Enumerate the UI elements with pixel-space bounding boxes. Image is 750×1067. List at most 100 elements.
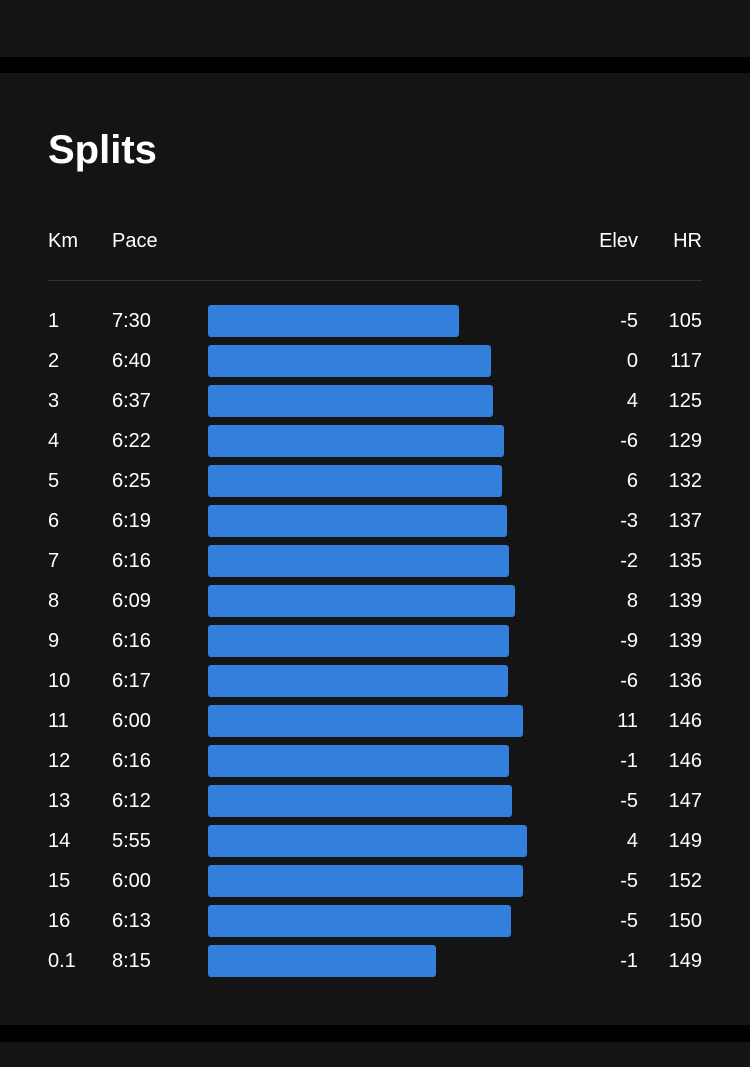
- split-pace: 6:19: [112, 510, 151, 532]
- split-elev: -5: [620, 870, 638, 892]
- split-km: 4: [48, 430, 60, 452]
- top-strip: [0, 0, 750, 57]
- split-km: 6: [48, 510, 60, 532]
- split-pace: 8:15: [112, 950, 151, 972]
- split-elev: 0: [626, 350, 638, 372]
- split-elev: -5: [620, 790, 638, 812]
- split-row: 13 6:12 -5 147: [0, 785, 750, 825]
- split-km: 7: [48, 550, 60, 572]
- split-km: 12: [48, 750, 71, 772]
- pace-bar: [208, 305, 459, 337]
- split-hr: 125: [668, 390, 702, 412]
- split-pace: 6:16: [112, 750, 151, 772]
- split-elev: -9: [620, 630, 638, 652]
- split-pace: 6:00: [112, 870, 151, 892]
- split-km: 8: [48, 590, 60, 612]
- split-elev: 11: [617, 710, 638, 732]
- split-elev: 4: [626, 390, 638, 412]
- split-km: 14: [48, 830, 71, 852]
- split-row: 7 6:16 -2 135: [0, 545, 750, 585]
- split-elev: 6: [626, 470, 638, 492]
- split-hr: 150: [668, 910, 702, 932]
- split-km: 1: [48, 310, 60, 332]
- split-km: 13: [48, 790, 71, 812]
- split-row: 10 6:17 -6 136: [0, 665, 750, 705]
- column-header-pace: Pace: [112, 230, 158, 252]
- split-elev: -5: [620, 910, 638, 932]
- split-hr: 146: [668, 710, 702, 732]
- split-row: 12 6:16 -1 146: [0, 745, 750, 785]
- split-row: 2 6:40 0 117: [0, 345, 750, 385]
- split-pace: 6:17: [112, 670, 151, 692]
- column-header-hr: HR: [673, 230, 702, 252]
- pace-bar: [208, 465, 502, 497]
- split-hr: 129: [668, 430, 702, 452]
- split-pace: 6:16: [112, 550, 151, 572]
- split-pace: 6:16: [112, 630, 151, 652]
- bottom-strip: [0, 1042, 750, 1067]
- split-hr: 152: [668, 870, 702, 892]
- pace-bar: [208, 665, 508, 697]
- split-hr: 149: [668, 830, 702, 852]
- pace-bar: [208, 905, 511, 937]
- split-row: 16 6:13 -5 150: [0, 905, 750, 945]
- splits-list: 1 7:30 -5 105 2 6:40 0 117 3 6:37 4 125 4 6:22 -6 129 5 6…: [0, 305, 750, 985]
- split-hr: 147: [668, 790, 702, 812]
- split-row: 14 5:55 4 149: [0, 825, 750, 865]
- pace-bar: [208, 865, 523, 897]
- pace-bar: [208, 425, 504, 457]
- pace-bar: [208, 705, 523, 737]
- column-header-km: Km: [48, 230, 78, 252]
- split-km: 3: [48, 390, 60, 412]
- split-row: 15 6:00 -5 152: [0, 865, 750, 905]
- pace-bar: [208, 385, 493, 417]
- split-hr: 146: [668, 750, 702, 772]
- split-elev: -2: [620, 550, 638, 572]
- split-hr: 137: [668, 510, 702, 532]
- split-pace: 6:12: [112, 790, 151, 812]
- splits-title: Splits: [48, 128, 157, 172]
- split-row: 1 7:30 -5 105: [0, 305, 750, 345]
- pace-bar: [208, 505, 507, 537]
- split-hr: 135: [668, 550, 702, 572]
- split-km: 16: [48, 910, 71, 932]
- pace-bar: [208, 345, 491, 377]
- split-km: 2: [48, 350, 60, 372]
- split-pace: 6:22: [112, 430, 151, 452]
- split-pace: 6:25: [112, 470, 151, 492]
- split-elev: 8: [626, 590, 638, 612]
- split-km: 11: [48, 710, 69, 732]
- split-row: 11 6:00 11 146: [0, 705, 750, 745]
- split-pace: 6:00: [112, 710, 151, 732]
- pace-bar: [208, 545, 509, 577]
- split-km: 9: [48, 630, 60, 652]
- split-hr: 105: [668, 310, 702, 332]
- split-row: 3 6:37 4 125: [0, 385, 750, 425]
- header-divider: [48, 280, 702, 281]
- split-km: 5: [48, 470, 60, 492]
- split-row: 0.1 8:15 -1 149: [0, 945, 750, 985]
- split-pace: 6:37: [112, 390, 151, 412]
- split-pace: 5:55: [112, 830, 151, 852]
- split-row: 4 6:22 -6 129: [0, 425, 750, 465]
- split-hr: 149: [668, 950, 702, 972]
- split-row: 5 6:25 6 132: [0, 465, 750, 505]
- split-row: 9 6:16 -9 139: [0, 625, 750, 665]
- column-header-elev: Elev: [599, 230, 638, 252]
- split-row: 8 6:09 8 139: [0, 585, 750, 625]
- split-pace: 7:30: [112, 310, 151, 332]
- split-elev: -6: [620, 430, 638, 452]
- split-pace: 6:40: [112, 350, 151, 372]
- pace-bar: [208, 945, 436, 977]
- splits-card: Splits Km Pace Elev HR 1 7:30 -5 105 2 6:40 0 1…: [0, 73, 750, 1025]
- split-elev: 4: [626, 830, 638, 852]
- split-hr: 139: [668, 590, 702, 612]
- split-hr: 136: [668, 670, 702, 692]
- split-km: 0.1: [48, 950, 76, 972]
- split-elev: -3: [620, 510, 638, 532]
- pace-bar: [208, 625, 509, 657]
- pace-bar: [208, 745, 509, 777]
- split-elev: -6: [620, 670, 638, 692]
- split-hr: 132: [668, 470, 702, 492]
- split-pace: 6:13: [112, 910, 151, 932]
